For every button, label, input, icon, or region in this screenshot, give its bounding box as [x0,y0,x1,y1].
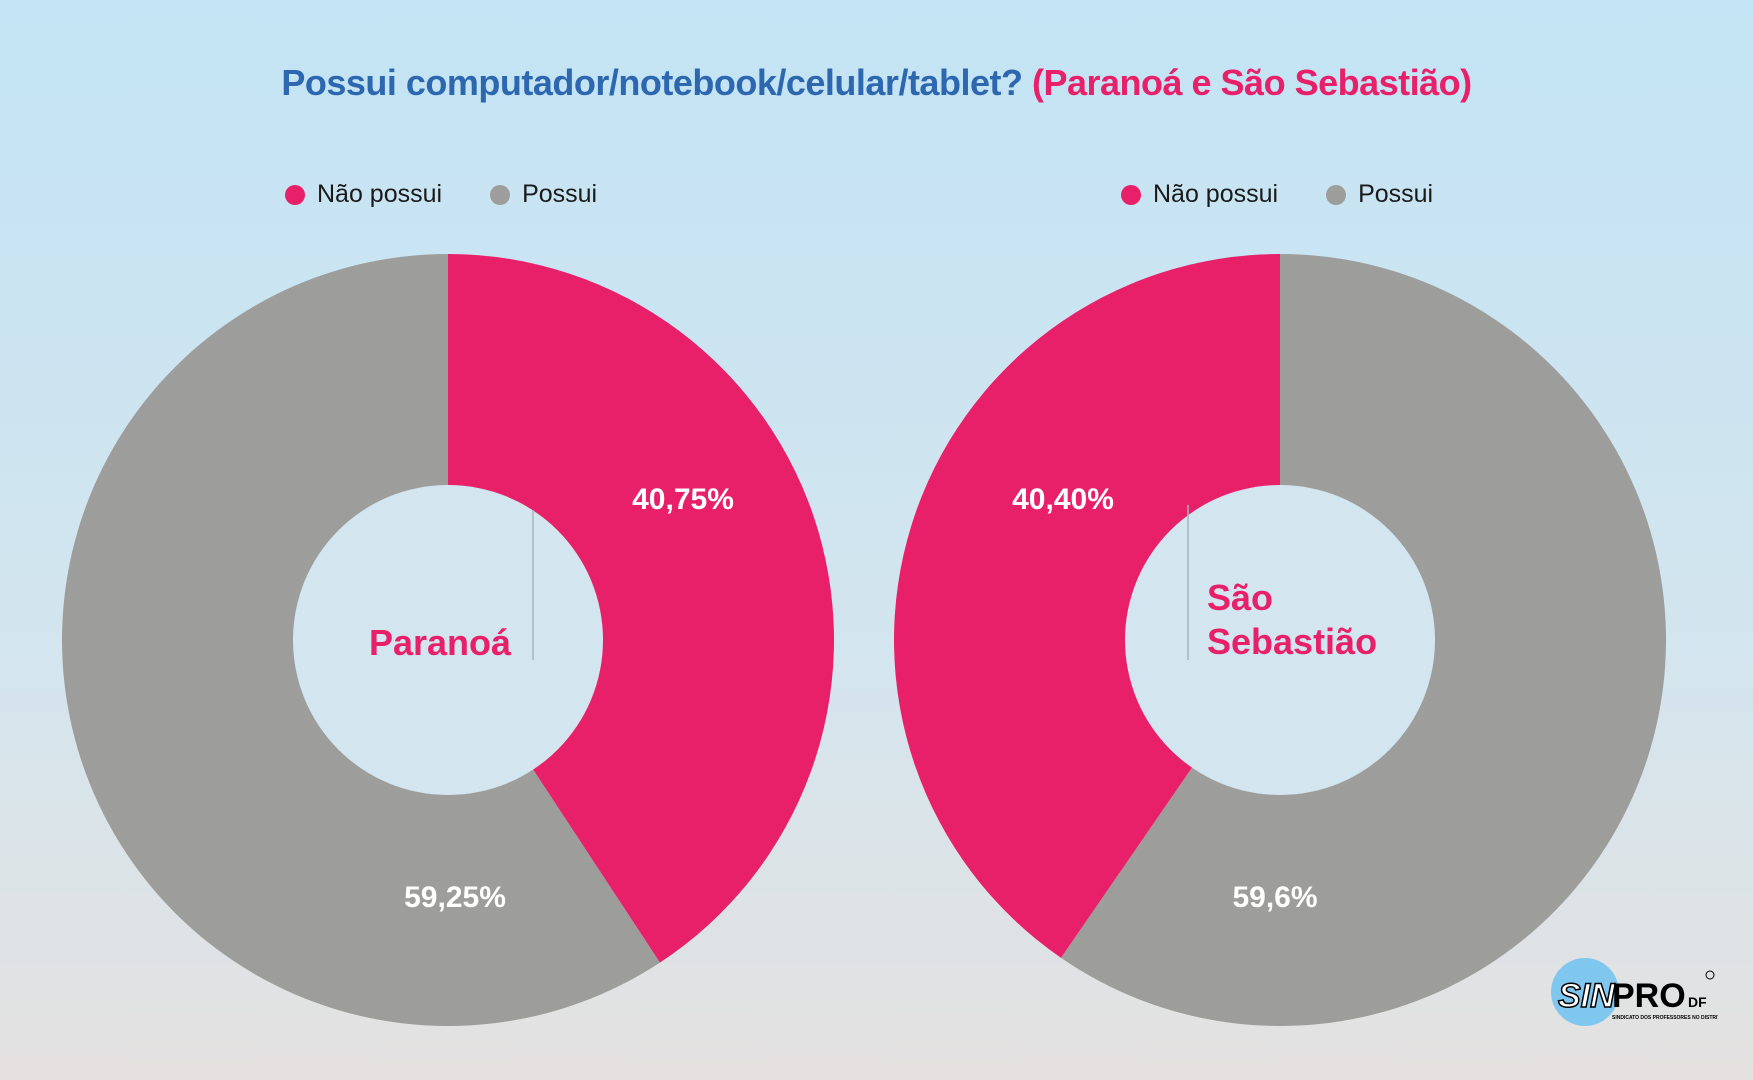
legend-label: Possui [1358,180,1434,208]
slice-nao-possui [448,254,834,963]
legend-swatch-nao-possui [1121,184,1141,205]
legend-item-nao-possui: Não possui [1121,180,1278,209]
slice-nao-possui [893,254,1280,958]
data-label-nao-possui: 40,75% [632,483,734,516]
legend-item-nao-possui: Não possui [285,180,442,209]
legend-item-possui: Possui [1326,180,1433,209]
data-label-possui: 59,25% [404,881,506,914]
sinpro-logo: SIN PRO DF SINDICATO DOS PROFESSORES NO … [1551,958,1718,1026]
svg-text:PRO: PRO [1612,977,1686,1015]
donut-hole [1125,485,1435,795]
legend-label: Possui [522,180,598,208]
legend-label: Não possui [317,180,443,208]
svg-text:SINDICATO DOS PROFESSORES NO D: SINDICATO DOS PROFESSORES NO DISTRITO FE… [1612,1015,1718,1021]
title-main: Possui computador/notebook/celular/table… [281,62,1023,103]
legend-sao-sebastiao: Não possui Possui [1121,180,1481,209]
data-label-possui: 59,6% [1232,881,1317,914]
svg-text:DF: DF [1688,994,1707,1010]
chart-title: Possui computador/notebook/celular/table… [0,62,1753,104]
center-label: São Sebastião [1207,577,1377,662]
logo-circle [1551,958,1619,1026]
legend-paranoa: Não possui Possui [285,180,645,209]
donut-hole [293,485,603,795]
svg-text:SIN: SIN [1558,977,1616,1015]
legend-swatch-possui [1326,184,1347,205]
data-label-nao-possui: 40,40% [1012,483,1114,516]
legend-swatch-possui [490,184,511,205]
legend-label: Não possui [1153,180,1279,208]
legend-item-possui: Possui [490,180,597,209]
legend-swatch-nao-possui [285,184,305,205]
title-sub: (Paranoá e São Sebastião) [1031,62,1472,103]
center-label: Paranoá [369,622,512,663]
